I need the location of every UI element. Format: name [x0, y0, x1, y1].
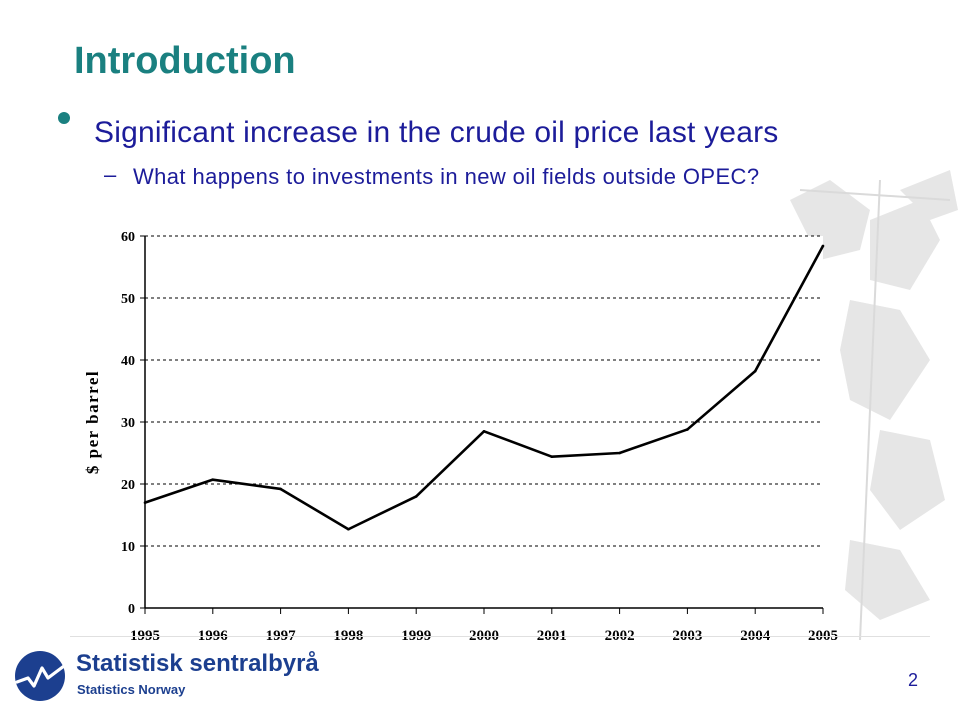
- bullet-dot-icon: [58, 112, 70, 124]
- data-point: [550, 455, 554, 459]
- footer-divider: [70, 636, 930, 637]
- y-tick-label: 10: [121, 540, 135, 555]
- ssb-globe-logo-icon: [15, 651, 66, 701]
- bullet-text: Significant increase in the crude oil pr…: [94, 116, 779, 149]
- slide-title: Introduction: [74, 40, 296, 82]
- data-point: [686, 428, 689, 431]
- y-tick-label: 0: [128, 602, 135, 617]
- ssb-logo: Statistisk sentralbyrå Statistics Norway: [12, 646, 319, 706]
- y-tick-label: 40: [121, 354, 135, 369]
- data-point: [753, 369, 757, 373]
- data-point: [821, 244, 825, 248]
- logo-subtitle: Statistics Norway: [77, 682, 186, 697]
- data-point: [482, 430, 486, 433]
- y-tick-label: 20: [121, 478, 135, 493]
- data-point: [414, 495, 418, 498]
- logo-name: Statistisk sentralbyrå: [76, 650, 319, 677]
- sub-bullet-text: What happens to investments in new oil f…: [133, 164, 760, 189]
- y-tick-label: 50: [121, 292, 135, 307]
- y-axis-label: $ per barrel: [83, 370, 102, 474]
- page-number: 2: [908, 670, 919, 690]
- data-point: [618, 451, 621, 455]
- data-point: [211, 478, 215, 481]
- sub-bullet-marker: –: [104, 162, 117, 187]
- y-tick-label: 30: [121, 416, 135, 431]
- data-point: [143, 501, 147, 504]
- y-tick-label: 60: [121, 230, 135, 245]
- data-point: [279, 487, 282, 491]
- data-point: [347, 527, 350, 531]
